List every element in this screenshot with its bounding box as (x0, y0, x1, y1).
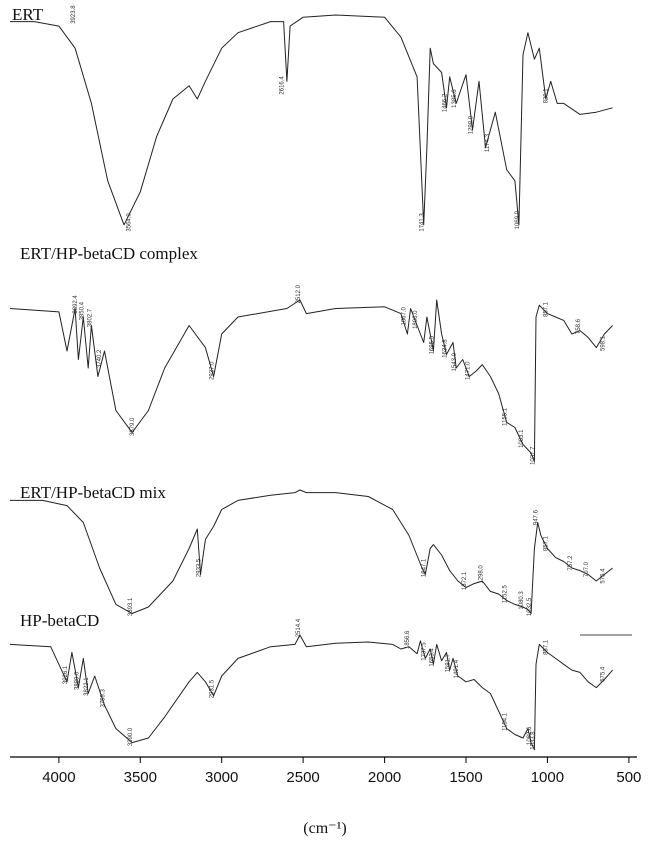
peak-label-complex-6: 2512.0 (296, 284, 302, 303)
peak-label-ert-6: 1298.0 (469, 115, 475, 134)
series-line-complex (9, 299, 613, 462)
peak-label-hpbetacd-7: 1856.6 (405, 630, 411, 649)
peak-label-mix-0: 3393.1 (128, 597, 134, 616)
series-line-mix (10, 489, 613, 614)
peak-label-hpbetacd-14: 1033.8 (530, 731, 536, 750)
peak-label-complex-17: 758.6 (576, 318, 582, 334)
peak-label-hpbetacd-1: 3880.0 (74, 671, 80, 690)
peak-label-complex-9: 1695.5 (429, 335, 435, 354)
peak-label-complex-0: 3892.4 (73, 295, 79, 314)
peak-label-complex-8: 1806.0 (413, 310, 419, 329)
peak-label-hpbetacd-8: 1737.5 (421, 642, 427, 661)
peak-label-hpbetacd-13: 1082.6 (527, 726, 533, 745)
peak-label-complex-1: 3850.4 (79, 301, 85, 320)
peak-label-mix-3: 1372.1 (462, 571, 468, 590)
peak-label-complex-16: 857.1 (543, 301, 549, 317)
peak-label-complex-4: 3379.0 (130, 417, 136, 436)
peak-label-mix-12: 575.4 (600, 568, 606, 584)
x-tick-label-2500: 2500 (286, 769, 319, 786)
x-tick-label-1500: 1500 (449, 769, 482, 786)
x-axis-label: (cm⁻¹) (303, 820, 346, 837)
peak-label-mix-5: 1152.5 (503, 585, 509, 604)
peak-label-hpbetacd-15: 857.1 (543, 639, 549, 655)
peak-label-hpbetacd-10: 1581.7 (446, 653, 452, 672)
peak-label-mix-1: 2933.5 (197, 558, 203, 577)
peak-label-mix-11: 707.0 (584, 561, 590, 577)
peak-label-complex-14: 1083.1 (519, 429, 525, 448)
peak-label-ert-8: 1069.0 (515, 210, 521, 229)
series-line-hpbetacd (9, 634, 613, 751)
peak-label-ert-2: 2616.4 (280, 76, 286, 95)
peak-label-mix-6: 1080.3 (519, 591, 525, 610)
series-label-hpbetacd: HP-betaCD (20, 611, 99, 630)
peak-label-mix-8: 947.6 (534, 509, 540, 525)
peak-label-complex-12: 1471.0 (465, 361, 471, 380)
peak-label-ert-4: 1466.2 (443, 93, 449, 112)
peak-label-hpbetacd-11: 1491.4 (454, 659, 460, 678)
peak-label-complex-18: 598.1 (600, 335, 606, 351)
peak-label-mix-9: 857.1 (543, 535, 549, 551)
peak-label-hpbetacd-5: 2931.5 (210, 679, 216, 698)
x-tick-label-3000: 3000 (205, 769, 238, 786)
x-tick-label-500: 500 (616, 769, 641, 786)
x-tick-label-4000: 4000 (42, 769, 75, 786)
peak-label-hpbetacd-9: 1653.4 (429, 648, 435, 667)
peak-label-mix-10: 757.2 (568, 555, 574, 571)
peak-label-mix-7: 1032.5 (527, 597, 533, 616)
peak-label-complex-13: 1155.1 (503, 407, 509, 426)
peak-label-complex-10: 1634.8 (443, 339, 449, 358)
peak-label-complex-5: 2937.0 (210, 361, 216, 380)
peak-label-complex-15: 1031.7 (530, 446, 536, 465)
peak-label-complex-2: 3802.7 (87, 308, 93, 327)
peak-label-ert-5: 1385.6 (452, 89, 458, 108)
x-tick-label-2000: 2000 (368, 769, 401, 786)
peak-label-hpbetacd-12: 1154.1 (503, 712, 509, 731)
peak-label-ert-9: 820.1 (543, 88, 549, 104)
peak-label-complex-11: 1543.0 (452, 352, 458, 371)
x-tick-label-3500: 3500 (124, 769, 157, 786)
peak-label-complex-7: 1867.0 (402, 306, 408, 325)
series-label-mix: ERT/HP-betaCD mix (20, 483, 166, 502)
peak-label-complex-3: 3740.2 (97, 349, 103, 368)
series-label-complex: ERT/HP-betaCD complex (20, 244, 198, 263)
peak-label-mix-2: 1647.1 (421, 558, 427, 577)
peak-label-hpbetacd-2: 3822.1 (84, 677, 90, 696)
x-axis-ticks: 4000 3500 3000 2500 2000 1500 1000 500 (42, 757, 641, 786)
spectra-curves (9, 14, 632, 751)
x-tick-label-1000: 1000 (531, 769, 564, 786)
peak-label-hpbetacd-4: 3390.0 (128, 727, 134, 746)
peak-label-hpbetacd-0: 3926.1 (63, 665, 69, 684)
peak-label-ert-7: 1174.3 (485, 133, 491, 152)
series-label-ert: ERT (12, 5, 44, 24)
peak-label-hpbetacd-6: 2514.4 (296, 618, 302, 637)
peak-label-hpbetacd-16: 575.4 (600, 666, 606, 682)
peak-label-mix-4: 1298.0 (478, 565, 484, 584)
peak-labels: 3923.8 3564.0 2616.4 1741.3 1466.2 1385.6 1298… (63, 5, 606, 750)
peak-label-ert-3: 1741.3 (420, 213, 426, 232)
series-line-ert (10, 14, 613, 226)
peak-label-ert-1: 3564.0 (127, 213, 133, 232)
peak-label-hpbetacd-3: 3759.3 (101, 688, 107, 707)
peak-label-ert-0: 3923.8 (71, 5, 77, 24)
